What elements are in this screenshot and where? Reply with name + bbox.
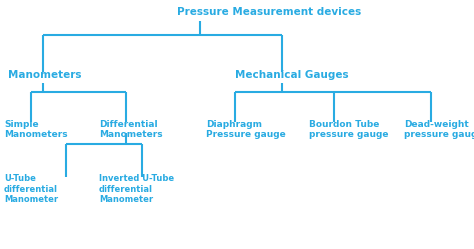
Text: Inverted U-Tube
differential
Manometer: Inverted U-Tube differential Manometer — [99, 174, 174, 204]
Text: Simple
Manometers: Simple Manometers — [4, 120, 68, 139]
Text: Manometers: Manometers — [8, 70, 82, 80]
Text: Diaphragm
Pressure gauge: Diaphragm Pressure gauge — [206, 120, 286, 139]
Text: Differential
Manometers: Differential Manometers — [99, 120, 163, 139]
Text: Mechanical Gauges: Mechanical Gauges — [235, 70, 348, 80]
Text: Pressure Measurement devices: Pressure Measurement devices — [177, 7, 362, 17]
Text: Bourdon Tube
pressure gauge: Bourdon Tube pressure gauge — [309, 120, 389, 139]
Text: U-Tube
differential
Manometer: U-Tube differential Manometer — [4, 174, 58, 204]
Text: Dead-weight
pressure gauge: Dead-weight pressure gauge — [404, 120, 474, 139]
